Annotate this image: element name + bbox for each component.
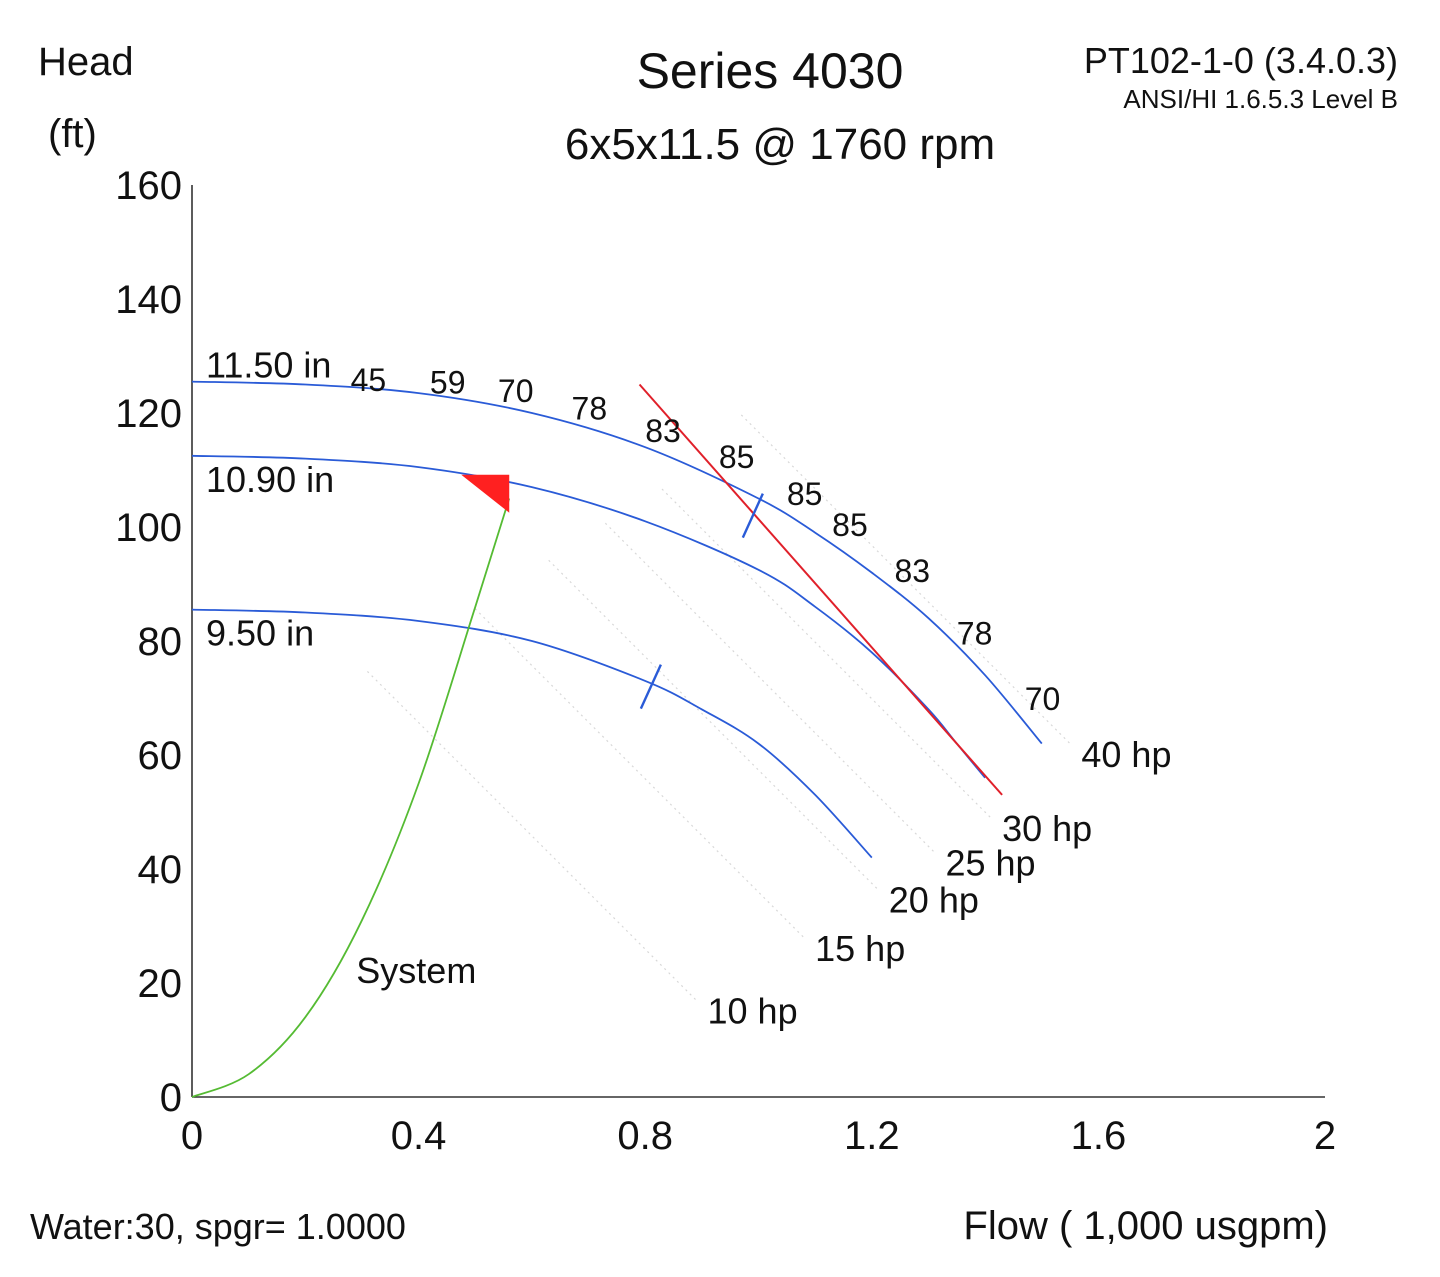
power-line-3 [546,557,878,889]
y-tick-label-8: 160 [115,164,182,208]
efficiency-label-10: 70 [1025,681,1061,717]
curve-code: PT102-1-0 (3.4.0.3) [1083,40,1398,81]
x-tick-label-1: 0.4 [391,1114,447,1158]
y-axis-label-line2: (ft) [48,112,97,156]
power-line-2 [603,520,934,852]
efficiency-label-7: 85 [832,507,868,543]
efficiency-label-6: 85 [787,476,823,512]
series-line-1 [191,454,986,779]
efficiency-label-8: 83 [894,553,930,589]
power-label-4: 15 hp [815,928,905,969]
y-tick-label-0: 0 [160,1076,182,1120]
power-label-0: 40 hp [1081,734,1171,775]
chart-title: Series 4030 [636,43,904,99]
efficiency-label-5: 85 [719,439,755,475]
npsh-tick-0 [741,493,764,539]
test-standard: ANSI/HI 1.6.5.3 Level B [1123,84,1398,114]
power-label-1: 30 hp [1002,808,1092,849]
limit-line [638,383,1003,796]
series-label-0: 11.50 in [206,345,331,386]
efficiency-label-1: 59 [430,365,466,401]
series-curves [191,380,1043,1098]
series-label-1: 10.90 in [206,459,334,500]
efficiency-label-0: 45 [351,362,387,398]
curve-labels: 11.50 in 10.90 in 9.50 in System 45 59 70 78 83 8… [206,345,1171,1032]
x-tick-label-5: 2 [1314,1114,1336,1158]
fluid-spec: Water:30, spgr= 1.0000 [30,1206,406,1247]
power-label-2: 25 hp [945,842,1035,883]
x-tick-label-2: 0.8 [617,1114,673,1158]
power-line-4 [472,606,804,938]
power-line-1 [659,486,991,818]
npsh-tick-1 [639,664,662,710]
x-axis-label: Flow ( 1,000 usgpm) [963,1204,1328,1248]
y-tick-label-2: 40 [138,848,183,892]
x-tick-label-4: 1.6 [1071,1114,1127,1158]
x-tick-label-3: 1.2 [844,1114,900,1158]
axes: 0 20 40 60 80 100 120 140 160 0 0.4 0.8 1.2 1.6 2 [115,164,1336,1158]
efficiency-label-4: 83 [645,413,681,449]
y-tick-label-4: 80 [138,620,183,664]
y-tick-label-5: 100 [115,506,182,550]
power-label-3: 20 hp [889,879,979,920]
markers [461,383,1003,796]
y-tick-label-7: 140 [115,278,182,322]
efficiency-label-9: 78 [957,615,993,651]
efficiency-label-3: 78 [572,390,608,426]
series-label-2: 9.50 in [206,613,314,654]
chart-subtitle: 6x5x11.5 @ 1760 rpm [564,120,996,169]
series-label-3: System [356,950,476,991]
series-line-2 [191,608,873,859]
y-tick-label-3: 60 [138,734,183,778]
x-tick-label-0: 0 [181,1114,203,1158]
y-tick-label-6: 120 [115,392,182,436]
efficiency-label-2: 70 [498,373,534,409]
series-line-3 [191,498,511,1098]
operating-point-marker [461,474,510,513]
y-axis-label-line1: Head [38,40,134,84]
power-label-5: 10 hp [708,991,798,1032]
y-tick-label-1: 20 [138,962,183,1006]
